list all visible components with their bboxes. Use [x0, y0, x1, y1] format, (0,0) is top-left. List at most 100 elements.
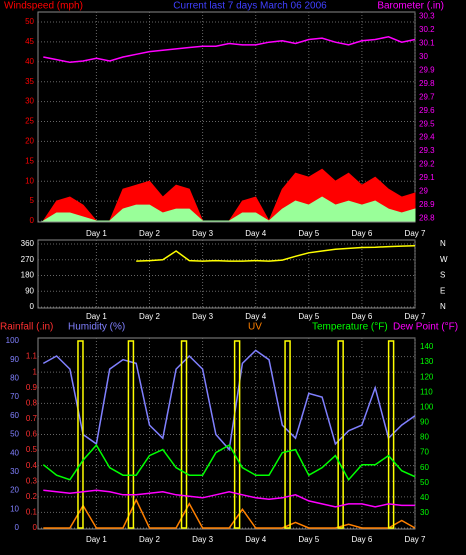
y2-tick-label: 120 — [420, 372, 434, 381]
bar — [233, 340, 241, 529]
y3-tick-label: 100 — [6, 336, 20, 345]
line — [43, 498, 416, 529]
y-tick-label: 20 — [25, 137, 34, 146]
y2-tick-label: 90 — [420, 418, 429, 427]
y-axis-label: Windspeed (mph) — [4, 1, 83, 12]
y-tick-label: 1.1 — [26, 352, 38, 361]
y2-tick-label: 30.3 — [419, 12, 435, 21]
y-tick-label: 360 — [21, 239, 35, 248]
y-tick-label: 45 — [25, 37, 34, 46]
y-tick-label: 180 — [21, 271, 35, 280]
y2-tick-label: N — [440, 239, 446, 248]
line — [136, 245, 416, 262]
y-tick-label: 0.4 — [26, 461, 38, 470]
y3-tick-label: 40 — [10, 448, 19, 457]
y2-tick-label: 60 — [420, 463, 429, 472]
y2-tick-label: 29.9 — [419, 66, 435, 75]
x-tick-label: Day 1 — [86, 535, 107, 544]
x-tick-label: Day 5 — [298, 312, 319, 321]
x-tick-label: Day 4 — [245, 229, 266, 238]
y2-tick-label: 29.7 — [419, 92, 435, 101]
y2-tick-label: 80 — [420, 433, 429, 442]
plot-frame — [37, 337, 416, 530]
y-tick-label: 15 — [25, 156, 34, 165]
y2-tick-label: 30 — [420, 508, 429, 517]
x-tick-label: Day 2 — [139, 535, 160, 544]
y-tick-label: 5 — [30, 196, 35, 205]
plot-frame — [37, 239, 416, 309]
y3-tick-label: 70 — [10, 392, 19, 401]
y3-tick-label: 10 — [10, 504, 19, 513]
y2-tick-label: 50 — [420, 478, 429, 487]
y2-tick-label: S — [440, 271, 445, 280]
y-tick-label: 0.8 — [26, 398, 38, 407]
y-tick-label: 0.1 — [26, 508, 38, 517]
x-tick-label: Day 3 — [192, 535, 213, 544]
y-tick-label: 0 — [30, 216, 35, 225]
x-tick-label: Day 6 — [351, 535, 372, 544]
y2-tick-label: 30.2 — [419, 25, 435, 34]
area — [41, 196, 416, 222]
x-tick-label: Day 7 — [405, 312, 426, 321]
y2-tick-label: E — [440, 286, 445, 295]
y2-tick-label: 140 — [420, 342, 434, 351]
bar — [387, 340, 395, 529]
y-tick-label: 0.2 — [26, 492, 38, 501]
y2-tick-label: 29 — [419, 187, 428, 196]
x-tick-label: Day 6 — [351, 312, 372, 321]
y2-tick-label: 28.9 — [419, 200, 435, 209]
x-tick-label: Day 7 — [405, 535, 426, 544]
y2-tick-label: 30 — [419, 52, 428, 61]
bar — [180, 340, 188, 529]
x-tick-label: Day 6 — [351, 229, 372, 238]
y2-tick-label: 29.8 — [419, 79, 435, 88]
x-tick-label: Day 2 — [139, 229, 160, 238]
y2-tick-label: 29.4 — [419, 133, 435, 142]
y3-tick-label: 60 — [10, 411, 19, 420]
x-tick-label: Day 5 — [298, 229, 319, 238]
y-axis-label: Rainfall (.in) — [0, 322, 53, 333]
x-tick-label: Day 4 — [245, 312, 266, 321]
y-tick-label: 90 — [25, 286, 34, 295]
y2-tick-label: 30.1 — [419, 39, 435, 48]
line — [42, 349, 416, 452]
x-tick-label: Day 7 — [405, 229, 426, 238]
y-tick-label: 1 — [33, 367, 38, 376]
y2-tick-label: 100 — [420, 402, 434, 411]
y2-tick-label: 28.8 — [419, 213, 435, 222]
legend-label: Dew Point (°F) — [393, 322, 458, 333]
y-tick-label: 50 — [25, 17, 34, 26]
line — [42, 443, 416, 481]
y3-tick-label: 80 — [10, 374, 19, 383]
x-tick-label: Day 2 — [139, 312, 160, 321]
y2-tick-label: 29.1 — [419, 173, 435, 182]
y-tick-label: 0.5 — [26, 445, 38, 454]
y-tick-label: 30 — [25, 97, 34, 106]
y-tick-label: 0 — [30, 302, 35, 311]
y2-tick-label: N — [440, 302, 446, 311]
bar — [337, 340, 344, 529]
y3-tick-label: 50 — [10, 430, 19, 439]
y-tick-label: 35 — [25, 77, 34, 86]
y2-tick-label: 29.6 — [419, 106, 435, 115]
bar — [77, 340, 84, 529]
legend-label: UV — [248, 322, 262, 333]
y2-tick-label: 70 — [420, 448, 429, 457]
y-tick-label: 0 — [33, 523, 38, 532]
bar — [284, 340, 291, 529]
legend-label: Temperature (°F) — [312, 322, 388, 333]
y2-tick-label: 29.5 — [419, 119, 435, 128]
x-tick-label: Day 5 — [298, 535, 319, 544]
x-tick-label: Day 4 — [245, 535, 266, 544]
y2-tick-label: 110 — [420, 387, 433, 396]
y3-tick-label: 20 — [10, 486, 19, 495]
line — [43, 36, 416, 64]
y2-tick-label: 130 — [420, 357, 434, 366]
y-tick-label: 270 — [21, 255, 35, 264]
x-tick-label: Day 3 — [192, 229, 213, 238]
line — [43, 489, 415, 508]
y3-tick-label: 0 — [15, 523, 20, 532]
y2-tick-label: 40 — [420, 493, 429, 502]
